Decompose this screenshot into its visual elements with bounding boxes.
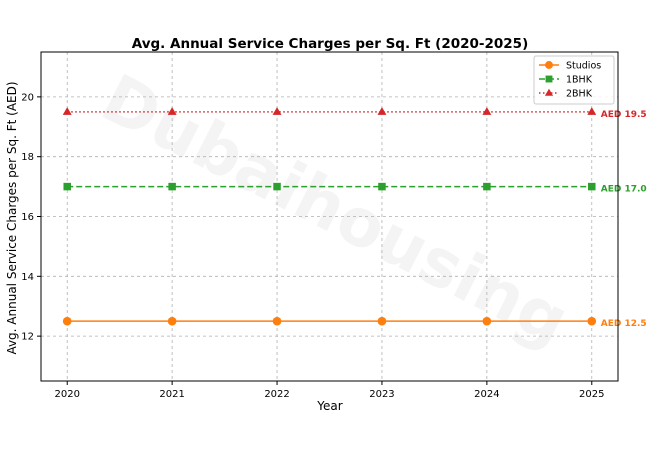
legend-item: Studios bbox=[539, 61, 601, 72]
series-2bhk: AED 19.5 bbox=[62, 107, 647, 120]
x-tick-label: 2020 bbox=[55, 389, 80, 400]
series-end-label: AED 17.0 bbox=[601, 185, 647, 195]
chart-title: Avg. Annual Service Charges per Sq. Ft (… bbox=[132, 36, 529, 52]
legend: Studios 1BHK 2BHK bbox=[533, 55, 615, 105]
data-point-marker bbox=[62, 316, 72, 326]
data-point-marker bbox=[62, 107, 72, 115]
legend-box bbox=[533, 55, 615, 105]
data-point-marker bbox=[482, 316, 492, 326]
x-tick-label: 2022 bbox=[264, 389, 289, 400]
y-axis-title: Avg. Annual Service Charges per Sq. Ft (… bbox=[5, 81, 19, 354]
x-tick-label: 2025 bbox=[579, 389, 604, 400]
series-end-label: AED 19.5 bbox=[601, 110, 647, 120]
series-end-label: AED 12.5 bbox=[601, 319, 647, 329]
legend-label: 2BHK bbox=[566, 89, 593, 100]
y-tick-label: 20 bbox=[21, 92, 34, 103]
axis-layer: 2020 2021 2022 2023 2024 2025 12 14 16 18 20 bbox=[21, 92, 604, 400]
series-1bhk: AED 17.0 bbox=[63, 182, 647, 195]
data-point-marker bbox=[377, 316, 387, 326]
legend-item: 2BHK bbox=[539, 89, 593, 100]
x-tick-label: 2021 bbox=[159, 389, 184, 400]
data-point-marker bbox=[272, 316, 282, 326]
x-tick-label: 2024 bbox=[474, 389, 499, 400]
data-point-marker bbox=[587, 107, 597, 115]
data-point-marker bbox=[377, 107, 387, 115]
legend-marker bbox=[545, 75, 553, 83]
data-point-marker bbox=[167, 107, 177, 115]
y-tick-label: 14 bbox=[21, 272, 34, 283]
y-tick-label: 16 bbox=[21, 212, 34, 223]
legend-label: Studios bbox=[566, 61, 601, 72]
series-layer: AED 12.5 AED 17.0 AED 19.5 bbox=[62, 107, 647, 329]
data-point-marker bbox=[63, 182, 71, 191]
data-point-marker bbox=[168, 182, 176, 191]
grid-layer bbox=[41, 52, 618, 381]
data-point-marker bbox=[167, 316, 177, 326]
x-axis-title: Year bbox=[316, 399, 342, 413]
x-tick-label: 2023 bbox=[369, 389, 394, 400]
watermark-layer: Dubaihousing bbox=[90, 60, 581, 361]
data-point-marker bbox=[587, 316, 597, 326]
y-tick-label: 18 bbox=[21, 152, 34, 163]
y-tick-label: 12 bbox=[21, 332, 34, 343]
data-point-marker bbox=[483, 182, 491, 191]
legend-label: 1BHK bbox=[566, 75, 593, 86]
data-point-marker bbox=[272, 107, 282, 115]
data-point-marker bbox=[273, 182, 281, 191]
data-point-marker bbox=[378, 182, 386, 191]
watermark-text: Dubaihousing bbox=[90, 60, 581, 361]
legend-marker bbox=[545, 61, 553, 69]
data-point-marker bbox=[588, 182, 596, 191]
series-studios: AED 12.5 bbox=[62, 316, 647, 329]
legend-item: 1BHK bbox=[539, 75, 593, 86]
legend-marker bbox=[544, 88, 554, 96]
data-point-marker bbox=[482, 107, 492, 115]
